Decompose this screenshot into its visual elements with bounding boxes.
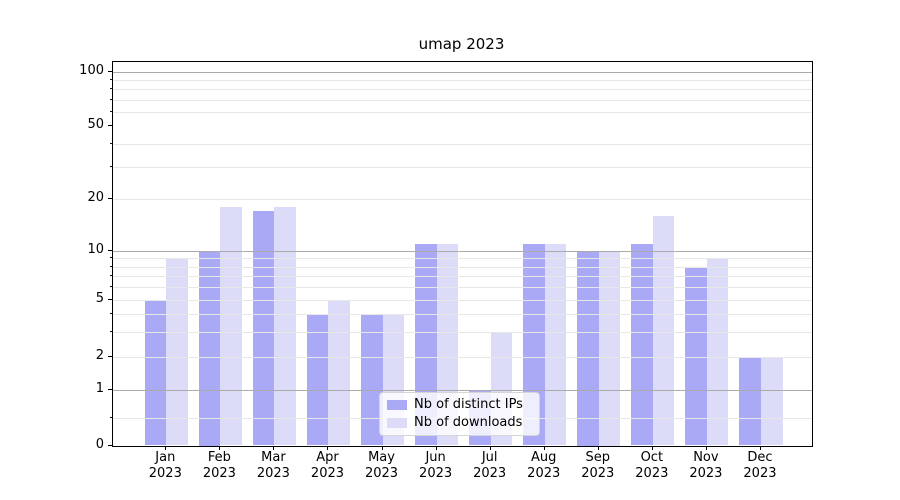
y-gridline-major [113,390,812,392]
bar-nb-of-downloads-aug [544,243,567,446]
y-minor-tick [109,110,112,112]
bar-nb-of-downloads-jan [166,258,188,446]
downloads-swatch-icon [387,418,407,428]
x-tick [759,445,761,450]
y-tick-label: 1 [95,381,104,397]
y-gridline-major [113,72,812,73]
y-tick-label: 10 [87,242,104,257]
x-tick [705,445,707,450]
bar-nb-of-downloads-sep [598,251,621,446]
y-minor-tick [109,98,112,100]
y-gridline-minor [113,166,812,168]
y-tick-label: 5 [95,291,104,307]
bar-nb-of-downloads-mar [274,207,296,446]
bar-nb-of-distinct-ips-feb [198,251,221,446]
x-tick-label-feb: Feb 2023 [202,450,236,481]
legend-label-downloads: Nb of downloads [414,415,523,430]
bar-nb-of-distinct-ips-may [360,314,383,446]
legend-item-distinct-ips: Nb of distinct IPs [380,398,539,412]
legend-label-distinct-ips: Nb of distinct IPs [414,397,523,412]
y-tick [108,389,112,391]
bar-nb-of-distinct-ips-oct [631,243,653,446]
x-tick-label-may: May 2023 [364,450,399,481]
y-minor-tick [109,313,112,315]
y-gridline-minor [113,143,812,145]
y-tick [108,198,112,200]
x-tick [597,445,599,450]
bar-nb-of-downloads-oct [652,215,675,446]
y-minor-tick [109,416,112,418]
bar-nb-of-downloads-feb [220,207,242,446]
bar-nb-of-downloads-dec [760,356,783,446]
y-tick [108,71,112,72]
bar-nb-of-distinct-ips-sep [577,251,599,446]
legend: Nb of distinct IPs Nb of downloads [379,392,540,436]
y-tick-label: 20 [87,190,104,206]
y-minor-tick [109,330,112,332]
x-tick [165,445,167,450]
x-tick [651,445,653,450]
y-tick [108,250,112,251]
bar-nb-of-downloads-apr [328,300,351,446]
y-minor-tick [109,88,112,90]
x-tick [489,445,491,450]
y-gridline-minor [113,300,812,302]
y-tick [108,355,112,357]
x-tick [435,445,437,450]
y-gridline-minor [113,276,812,278]
bar-nb-of-downloads-nov [706,258,729,446]
y-tick [108,299,112,301]
y-gridline-minor [113,80,812,82]
bar-nb-of-distinct-ips-dec [739,356,761,446]
y-tick [108,444,112,446]
y-gridline-minor [113,266,812,268]
y-minor-tick [109,275,112,277]
y-gridline-minor [113,331,812,333]
y-minor-tick [109,79,112,81]
distinct-ips-swatch-icon [387,400,407,410]
bar-nb-of-distinct-ips-mar [252,211,275,446]
bar-nb-of-distinct-ips-apr [306,314,329,446]
y-minor-tick [109,257,112,259]
x-tick-label-nov: Nov 2023 [689,450,723,481]
y-minor-tick [109,165,112,167]
y-gridline-minor [113,99,812,101]
bar-nb-of-distinct-ips-jan [144,300,167,446]
y-tick-label: 2 [95,347,104,363]
x-tick-label-dec: Dec 2023 [743,450,777,481]
x-tick-label-jul: Jul 2023 [473,450,507,481]
x-tick-label-jan: Jan 2023 [148,450,182,481]
x-tick-label-apr: Apr 2023 [310,450,345,481]
y-tick-label: 100 [79,63,104,78]
x-tick [273,445,275,450]
x-tick [327,445,329,450]
x-tick-label-sep: Sep 2023 [581,450,615,481]
x-tick-label-aug: Aug 2023 [527,450,561,481]
x-tick-label-jun: Jun 2023 [419,450,453,481]
y-minor-tick [109,265,112,267]
y-minor-tick [109,142,112,144]
y-gridline-minor [113,287,812,289]
y-gridline-minor [113,199,812,201]
y-gridline-minor [113,314,812,316]
x-tick-label-oct: Oct 2023 [635,450,669,481]
x-tick [219,445,221,450]
x-tick [381,445,383,450]
y-tick-label: 50 [87,117,104,132]
y-minor-tick [109,286,112,288]
y-gridline-major [113,251,812,252]
bar-nb-of-distinct-ips-nov [685,266,707,446]
y-gridline-minor [113,356,812,358]
y-gridline-minor [113,258,812,260]
x-tick [543,445,545,450]
y-gridline-minor [113,89,812,91]
x-tick-label-mar: Mar 2023 [256,450,290,481]
plot-area [112,61,813,447]
y-gridline-minor [113,111,812,113]
y-tick-label: 0 [95,436,104,452]
y-tick [108,125,112,126]
legend-item-downloads: Nb of downloads [380,416,539,430]
chart-title: umap 2023 [418,35,505,53]
